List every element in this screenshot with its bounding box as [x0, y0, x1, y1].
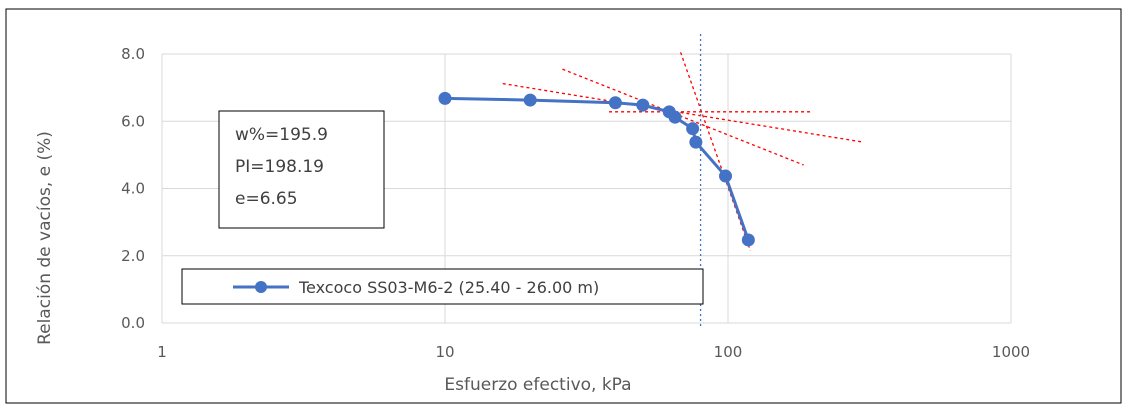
chart-border [5, 8, 1122, 404]
annotation-void-ratio: e=6.65 [235, 189, 298, 209]
data-point [689, 135, 703, 149]
annotation-water-content: w%=195.9 [235, 125, 328, 145]
construction-line [679, 52, 752, 251]
x-tick-label: 10 [435, 343, 454, 361]
y-tick-label: 4.0 [121, 180, 145, 198]
data-point [636, 98, 650, 112]
data-point [668, 110, 682, 124]
y-tick-label: 0.0 [121, 314, 145, 332]
annotation-box: w%=195.9 PI=198.19 e=6.65 [218, 110, 385, 229]
legend-marker-swatch [255, 281, 267, 293]
x-tick-labels: 1 10 100 1000 [157, 343, 1030, 361]
annotation-frame [218, 110, 385, 229]
construction-line [502, 82, 864, 143]
x-axis-label: Esfuerzo efectivo, kPa [444, 375, 631, 395]
y-tick-label: 6.0 [121, 112, 145, 130]
x-tick-label: 100 [714, 343, 743, 361]
data-point [523, 93, 537, 107]
data-point [741, 233, 755, 247]
legend: Texcoco SS03-M6-2 (25.40 - 26.00 m) [181, 268, 704, 305]
data-point [719, 169, 733, 183]
data-point [686, 122, 700, 136]
legend-series-name: Texcoco SS03-M6-2 (25.40 - 26.00 m) [298, 278, 599, 297]
construction-line [562, 68, 804, 166]
data-point [438, 91, 452, 105]
x-tick-label: 1000 [992, 343, 1030, 361]
y-tick-labels: 0.0 2.0 4.0 6.0 8.0 [121, 45, 145, 332]
y-tick-label: 2.0 [121, 247, 145, 265]
x-tick-label: 1 [157, 343, 167, 361]
casagrande-construction [502, 34, 864, 327]
data-point [608, 96, 622, 110]
y-tick-label: 8.0 [121, 45, 145, 63]
y-axis-label: Relación de vacíos, e (%) [35, 131, 55, 345]
annotation-plasticity-index: PI=198.19 [235, 157, 324, 177]
data-series [438, 91, 755, 247]
